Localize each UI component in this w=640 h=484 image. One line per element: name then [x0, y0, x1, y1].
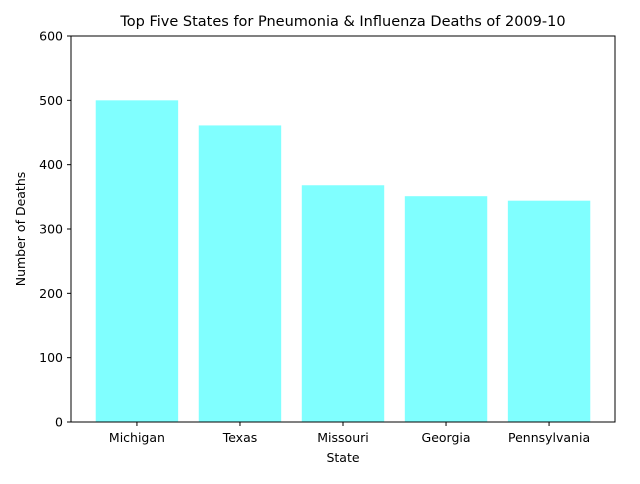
- x-tick-label: Michigan: [109, 430, 165, 445]
- plot-frame: [70, 35, 616, 423]
- bar-michigan: [95, 100, 179, 422]
- bar-texas: [198, 125, 282, 422]
- chart-title: Top Five States for Pneumonia & Influenz…: [119, 14, 565, 30]
- y-axis: 0 100 200 300 400 500 600: [39, 29, 71, 430]
- bars-group: [95, 100, 591, 422]
- y-tick-label: 400: [39, 157, 63, 172]
- y-axis-label: Number of Deaths: [13, 172, 28, 287]
- x-tick-label: Texas: [222, 430, 258, 445]
- y-tick-label: 600: [39, 29, 63, 44]
- y-tick-label: 200: [39, 286, 63, 301]
- x-axis-label: State: [326, 450, 359, 465]
- y-tick-label: 100: [39, 350, 63, 365]
- x-tick-label: Pennsylvania: [508, 430, 590, 445]
- bar-georgia: [404, 196, 488, 422]
- y-tick-label: 0: [55, 415, 63, 430]
- bar-pennsylvania: [507, 200, 591, 422]
- x-axis: Michigan Texas Missouri Georgia Pennsylvania: [109, 422, 590, 445]
- y-tick-label: 300: [39, 222, 63, 237]
- x-tick-label: Missouri: [317, 430, 368, 445]
- x-tick-label: Georgia: [422, 430, 471, 445]
- y-tick-label: 500: [39, 93, 63, 108]
- bar-missouri: [301, 185, 385, 422]
